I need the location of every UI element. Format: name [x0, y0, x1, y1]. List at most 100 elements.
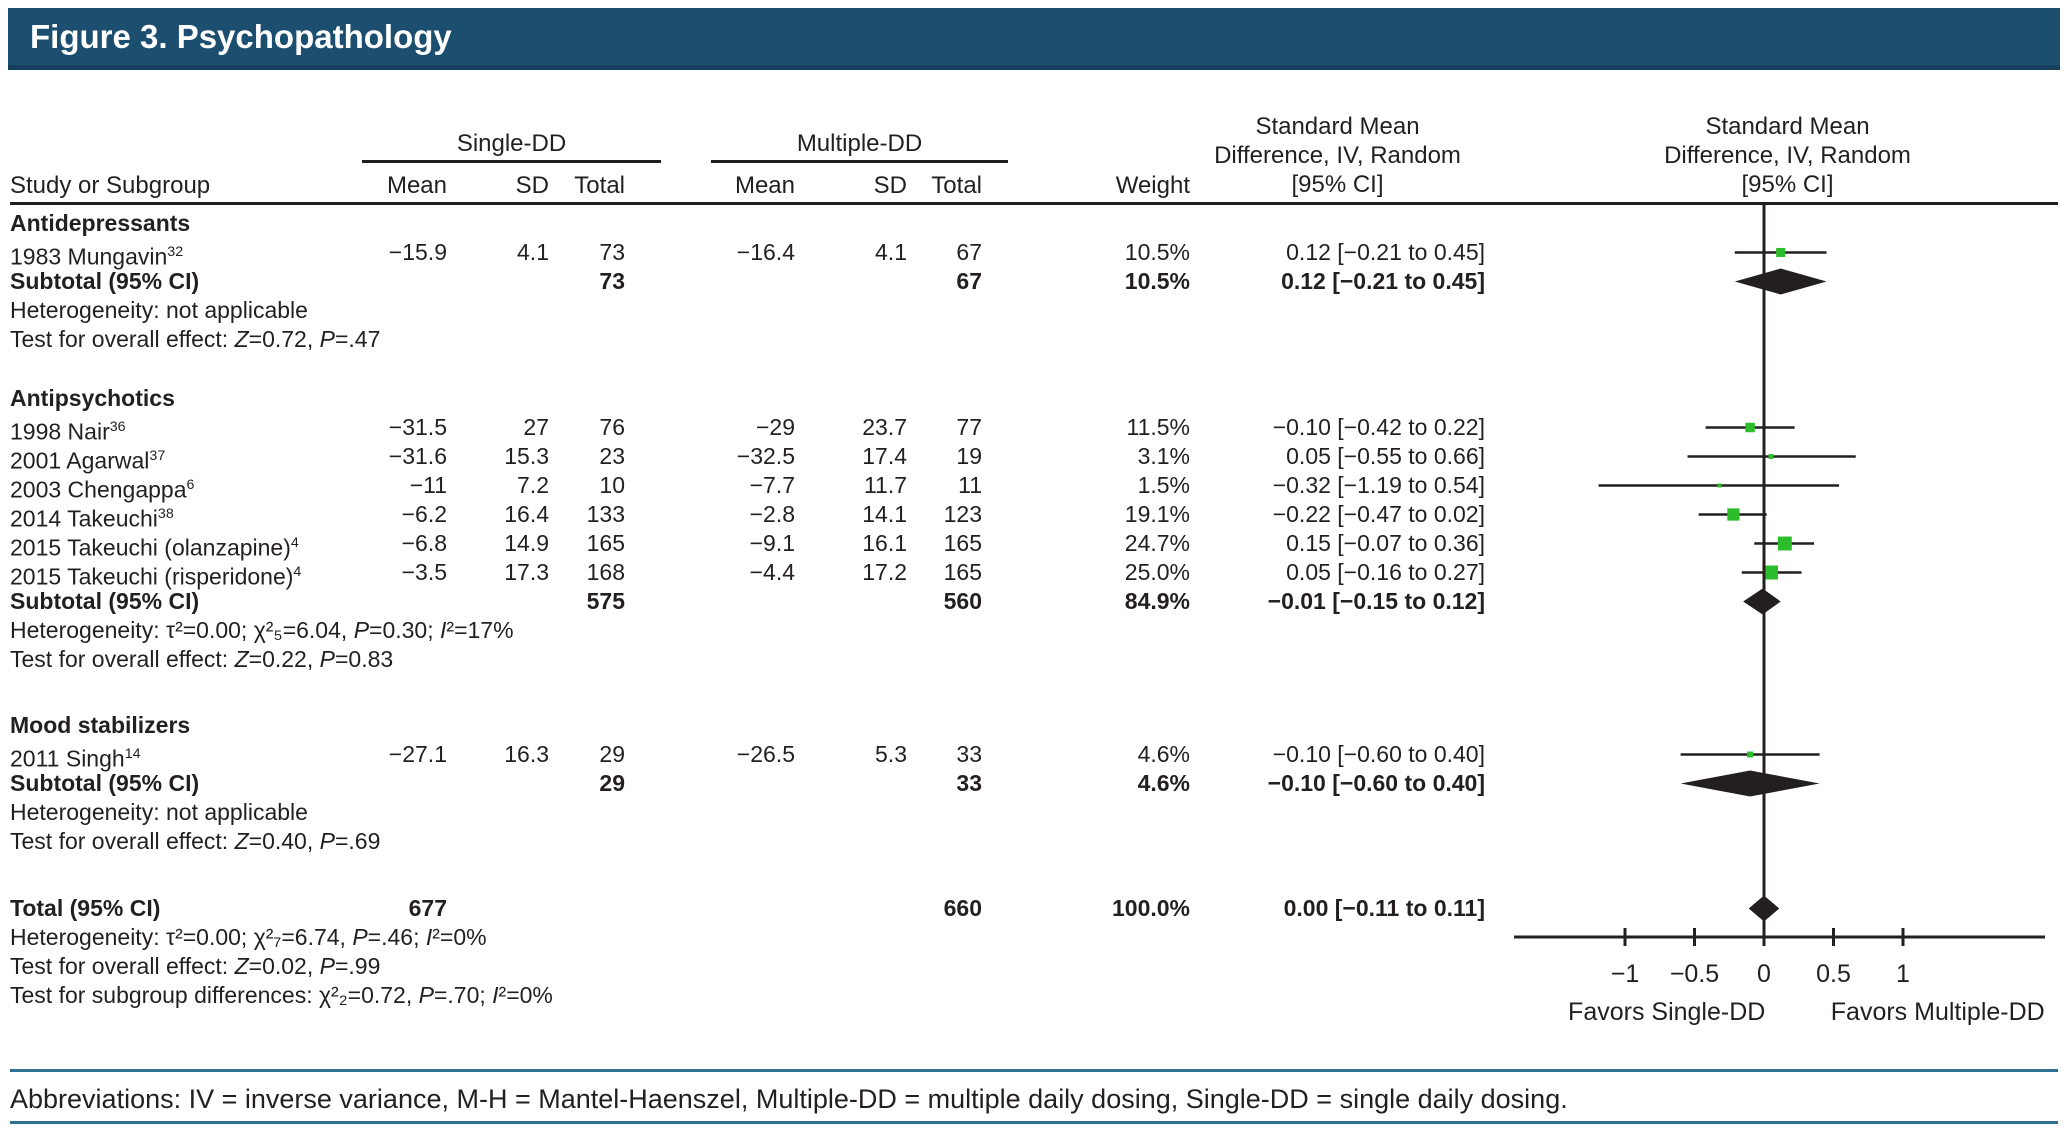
table-cell: 33 [956, 741, 982, 767]
table-cell: 24.7% [1124, 530, 1190, 556]
table-cell: 19 [956, 443, 982, 469]
point-estimate-marker [1727, 508, 1740, 521]
column-header-mean-multiple: Mean [734, 172, 795, 199]
table-row-group: Antipsychotics [10, 384, 1485, 413]
table-cell [795, 587, 907, 616]
column-header-total-single: Total [574, 172, 625, 199]
table-cell [447, 894, 549, 923]
table-cell: −0.32 [−1.19 to 0.54] [1272, 472, 1485, 498]
table-cell: 0.12 [−0.21 to 0.45] [1281, 268, 1485, 294]
table-cell: 19.1% [1124, 501, 1190, 527]
table-cell: −0.01 [−0.15 to 0.12] [1267, 588, 1485, 614]
table-cell [795, 769, 907, 798]
column-header-study: Study or Subgroup [10, 172, 211, 199]
table-cell: 73 [599, 268, 625, 294]
row-label: 2003 Chengappa6 [10, 476, 195, 503]
table-row-note: Test for overall effect: Z=0.02, P=.99 [10, 952, 1485, 981]
table-cell: 5.3 [875, 741, 907, 767]
stat-note: Test for overall effect: Z=0.02, P=.99 [10, 953, 381, 979]
column-header-mean-single: Mean [386, 172, 447, 199]
table-row-study: 1998 Nair36 −31.5 27 76 −29 23.7 77 11.5% −0.10 … [10, 413, 1485, 445]
subtotal-diamond [1734, 268, 1827, 295]
table-row-note: Heterogeneity: not applicable [10, 296, 1485, 325]
subtotal-diamond [1680, 770, 1820, 797]
table-cell: 3.1% [1137, 443, 1190, 469]
reference-superscript: 32 [167, 244, 184, 260]
table-row-note: Test for subgroup differences: χ²₂=0.72,… [10, 981, 1485, 1010]
row-label: Mood stabilizers [10, 712, 191, 738]
table-cell: 76 [599, 414, 625, 440]
table-cell [625, 587, 795, 616]
table-cell [365, 769, 447, 798]
table-cell: 11.5% [1126, 414, 1190, 440]
section-spacer [10, 856, 1485, 894]
favors-right-label: Favors Multiple-DD [1831, 998, 2045, 1026]
table-cell [625, 711, 795, 740]
table-cell: −15.9 [388, 239, 447, 265]
table-cell: −31.5 [388, 414, 447, 440]
point-estimate-marker [1717, 483, 1722, 488]
header-rule [10, 202, 2058, 205]
table-cell: 4.6% [1137, 770, 1190, 796]
row-label: 2015 Takeuchi (olanzapine)4 [10, 534, 299, 561]
table-cell: 25.0% [1124, 559, 1190, 585]
table-cell: 10.5% [1124, 239, 1190, 265]
table-cell [549, 384, 625, 413]
table-cell: 133 [586, 501, 625, 527]
table-cell: 165 [943, 530, 982, 556]
section-spacer [10, 354, 1485, 384]
table-cell [795, 894, 907, 923]
table-cell: 11 [958, 472, 982, 498]
favors-left-label: Favors Single-DD [1568, 998, 1765, 1026]
table-body: Antidepressants 1983 Mungavin32 −15.9 4.1 73… [10, 209, 1485, 1010]
axis-tick-label: −1 [1611, 960, 1640, 988]
table-row-study: 2014 Takeuchi38 −6.2 16.4 133 −2.8 14.1 123 19.… [10, 500, 1485, 532]
table-cell [549, 209, 625, 238]
table-cell [795, 209, 907, 238]
table-cell [795, 267, 907, 296]
stat-note: Heterogeneity: τ²=0.00; χ²₅=6.04, P=0.30… [10, 617, 514, 643]
table-cell: −9.1 [749, 530, 795, 556]
table-row-note: Test for overall effect: Z=0.22, P=0.83 [10, 645, 1485, 674]
table-cell: −29 [755, 414, 795, 440]
table-cell [982, 384, 1190, 413]
point-estimate-marker [1747, 751, 1754, 758]
table-cell: 100.0% [1111, 895, 1190, 921]
table-cell [365, 587, 447, 616]
table-cell: 16.4 [504, 501, 549, 527]
row-label: 2001 Agarwal37 [10, 447, 166, 474]
footer-rule-bottom [10, 1121, 2058, 1124]
table-row-subtotal: Subtotal (95% CI) 29 33 4.6% −0.10 [−0.60 to… [10, 769, 1485, 798]
table-cell [907, 384, 982, 413]
table-cell: −6.8 [401, 530, 447, 556]
table-cell [795, 711, 907, 740]
table-row-note: Test for overall effect: Z=0.40, P=.69 [10, 827, 1485, 856]
table-row-study: 2003 Chengappa6 −11 7.2 10 −7.7 11.7 11 1.5% −0.… [10, 471, 1485, 503]
table-cell: 560 [943, 588, 982, 614]
reference-superscript: 4 [290, 535, 299, 551]
stat-note: Test for overall effect: Z=0.72, P=.47 [10, 326, 381, 352]
point-estimate-marker [1745, 422, 1755, 433]
reference-superscript: 6 [186, 477, 195, 493]
subtotal-diamond [1743, 588, 1781, 615]
table-cell: −26.5 [736, 741, 795, 767]
table-cell: 11.7 [863, 472, 907, 498]
table-cell: 1.5% [1137, 472, 1190, 498]
table-cell: 17.3 [504, 559, 549, 585]
table-cell: 4.1 [517, 239, 549, 265]
stat-note: Test for overall effect: Z=0.40, P=.69 [10, 828, 381, 854]
column-header-smd-text: Standard Mean Difference, IV, Random [95… [1214, 113, 1461, 198]
table-cell: −11 [409, 472, 447, 498]
axis-tick-label: 0.5 [1816, 960, 1851, 988]
reference-superscript: 14 [124, 746, 141, 762]
table-cell [549, 711, 625, 740]
table-cell [1190, 209, 1485, 238]
table-row-note: Test for overall effect: Z=0.72, P=.47 [10, 325, 1485, 354]
table-row-group: Antidepressants [10, 209, 1485, 238]
table-cell [1190, 711, 1485, 740]
table-cell [447, 384, 549, 413]
table-cell: 4.1 [875, 239, 907, 265]
table-cell: 14.9 [504, 530, 549, 556]
table-cell [447, 209, 549, 238]
table-cell [365, 711, 447, 740]
